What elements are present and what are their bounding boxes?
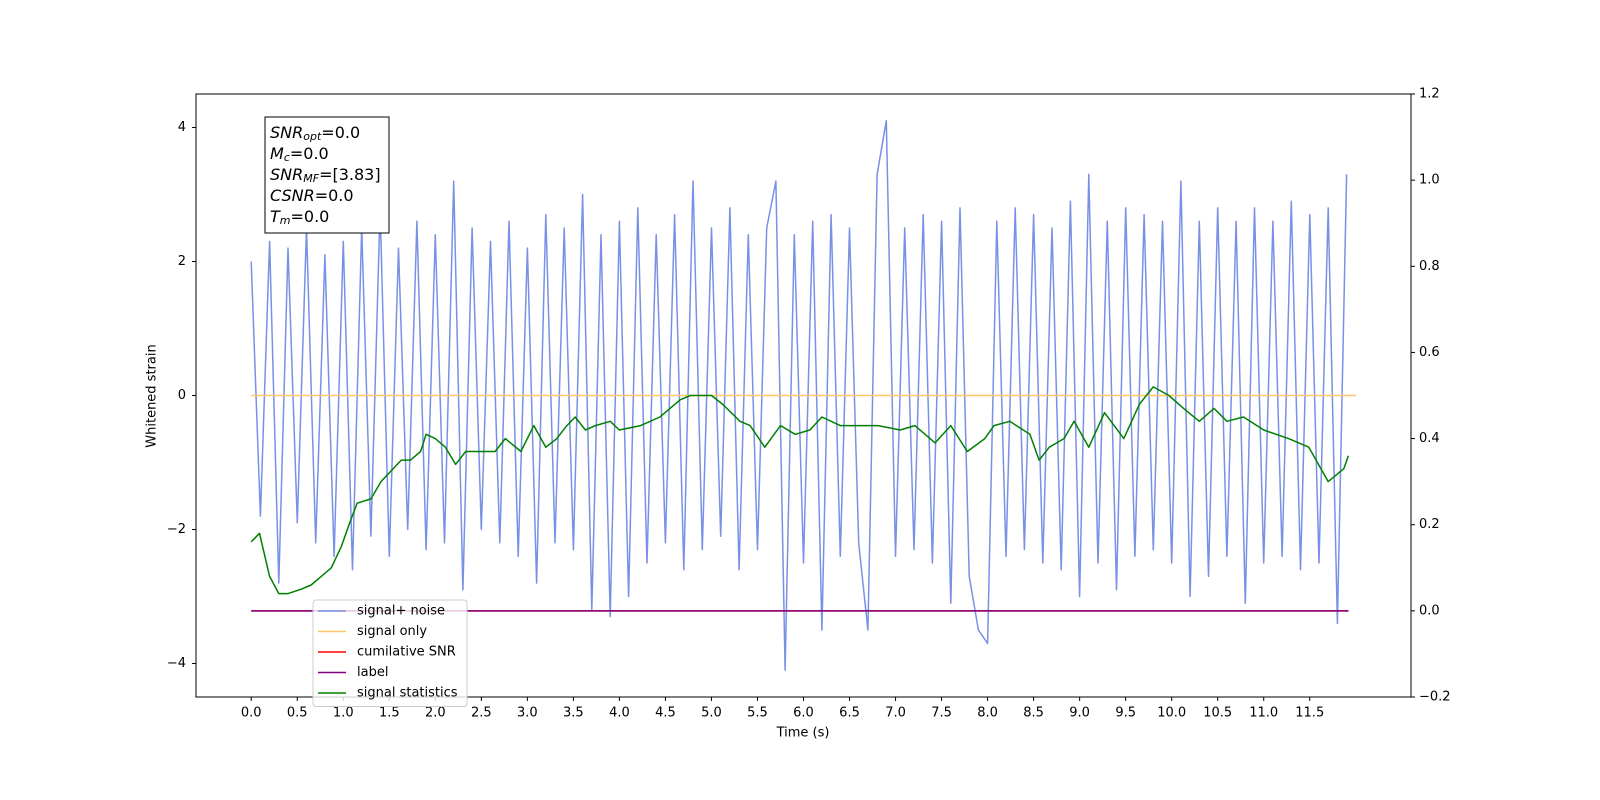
x-tick-label: 1.5 [379,706,400,721]
legend-label: cumilative SNR [357,645,456,660]
annotation-name: SNR [270,123,303,142]
annotation-line: CSNR=0.0 [270,186,354,205]
x-tick-label: 4.0 [609,706,630,721]
y2-tick-label: 0.0 [1419,603,1440,618]
x-tick-label: 8.5 [1023,706,1044,721]
legend-label: label [357,665,388,680]
x-tick-label: 5.0 [701,706,722,721]
annotation-name: T [270,207,281,226]
x-tick-label: 3.0 [517,706,538,721]
y-tick-label: 0 [178,388,186,403]
x-tick-label: 11.0 [1249,706,1278,721]
annotation-sub: c [284,151,290,164]
annotation-sub: MF [303,172,319,185]
annotation-value: =0.0 [291,207,330,226]
annotation-frame [264,116,390,234]
annotation-line: Mc=0.0 [270,144,329,165]
annotation-box: SNRopt=0.0Mc=0.0SNRMF=[3.83]CSNR=0.0Tm=0… [264,116,390,234]
annotation-value: =0.0 [290,144,329,163]
annotation-value: =[3.83] [319,165,381,184]
annotation-sub: m [280,214,291,227]
annotation-line: SNRMF=[3.83] [270,165,381,186]
x-tick-label: 11.5 [1295,706,1324,721]
x-tick-label: 5.5 [747,706,768,721]
y2-tick-label: −0.2 [1419,690,1451,705]
x-tick-label: 4.5 [655,706,676,721]
x-tick-label: 2.5 [471,706,492,721]
x-tick-label: 2.0 [425,706,446,721]
y-tick-label: −4 [167,656,186,671]
y2-tick-label: 0.2 [1419,517,1440,532]
x-tick-label: 10.0 [1157,706,1186,721]
y-tick-label: 4 [178,120,186,135]
x-tick-label: 7.5 [931,706,952,721]
series-line [250,120,1348,671]
annotation-name: SNR [270,165,303,184]
y2-tick-label: 0.4 [1419,431,1440,446]
y2-tick-label: 0.6 [1419,345,1440,360]
annotation-name: M [270,144,284,163]
legend-label: signal+ noise [357,604,445,619]
x-tick-label: 10.5 [1203,706,1232,721]
x-tick-label: 9.0 [1069,706,1090,721]
x-tick-label: 1.0 [333,706,354,721]
y2-tick-label: 1.2 [1419,87,1440,102]
legend-label: signal only [357,624,427,639]
x-tick-label: 6.5 [839,706,860,721]
legend-label: signal statistics [357,686,458,701]
x-tick-label: 0.0 [241,706,262,721]
annotation-line: SNRopt=0.0 [270,123,360,144]
annotation-sub: opt [303,130,322,143]
x-tick-label: 6.0 [793,706,814,721]
annotation-name: CSNR [270,186,315,205]
x-tick-label: 9.5 [1115,706,1136,721]
legend: signal+ noise signal only cumilative SNR la… [312,599,468,707]
y2-tick-label: 1.0 [1419,173,1440,188]
annotation-value: =0.0 [315,186,354,205]
y-axis-label: Whitened strain [145,344,160,447]
y-tick-label: 2 [178,254,186,269]
x-tick-label: 8.0 [977,706,998,721]
series-line [250,386,1350,595]
annotation-value: =0.0 [321,123,360,142]
x-tick-label: 7.0 [885,706,906,721]
x-tick-label: 3.5 [563,706,584,721]
y-tick-label: −2 [167,522,186,537]
x-axis-label: Time (s) [776,726,830,741]
y2-tick-label: 0.8 [1419,259,1440,274]
legend-frame [312,599,468,707]
x-tick-label: 0.5 [287,706,308,721]
annotation-line: Tm=0.0 [270,207,329,228]
